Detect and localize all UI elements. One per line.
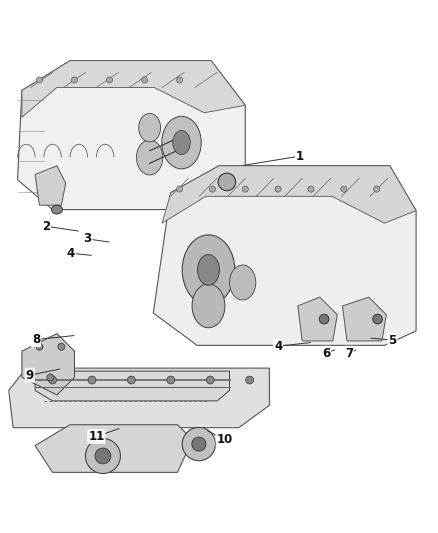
Text: 10: 10 bbox=[216, 433, 233, 446]
Text: 4: 4 bbox=[67, 247, 75, 260]
Circle shape bbox=[95, 448, 111, 464]
Circle shape bbox=[36, 77, 42, 83]
Ellipse shape bbox=[137, 140, 163, 175]
Circle shape bbox=[341, 186, 347, 192]
Ellipse shape bbox=[182, 235, 235, 305]
Ellipse shape bbox=[319, 314, 329, 324]
Ellipse shape bbox=[198, 255, 219, 285]
Circle shape bbox=[141, 77, 148, 83]
Ellipse shape bbox=[173, 131, 190, 155]
Circle shape bbox=[209, 186, 215, 192]
Circle shape bbox=[182, 427, 215, 461]
Circle shape bbox=[177, 77, 183, 83]
Ellipse shape bbox=[192, 284, 225, 328]
Circle shape bbox=[167, 376, 175, 384]
Polygon shape bbox=[153, 166, 416, 345]
Text: 4: 4 bbox=[274, 340, 282, 353]
Text: 5: 5 bbox=[389, 334, 396, 346]
Polygon shape bbox=[343, 297, 386, 341]
Circle shape bbox=[246, 376, 254, 384]
Ellipse shape bbox=[162, 116, 201, 169]
Text: 11: 11 bbox=[88, 430, 105, 443]
Circle shape bbox=[88, 376, 96, 384]
Ellipse shape bbox=[52, 205, 63, 214]
Circle shape bbox=[49, 376, 57, 384]
Polygon shape bbox=[162, 166, 416, 223]
Text: 1: 1 bbox=[296, 150, 304, 163]
Polygon shape bbox=[35, 166, 66, 205]
Circle shape bbox=[206, 376, 214, 384]
Text: 7: 7 bbox=[345, 347, 353, 360]
Polygon shape bbox=[22, 334, 74, 395]
Circle shape bbox=[36, 343, 43, 350]
Text: 8: 8 bbox=[32, 333, 40, 346]
Ellipse shape bbox=[230, 265, 256, 300]
Polygon shape bbox=[18, 61, 245, 209]
Ellipse shape bbox=[218, 173, 236, 191]
Circle shape bbox=[47, 374, 54, 381]
Polygon shape bbox=[9, 368, 269, 427]
Polygon shape bbox=[35, 425, 193, 472]
Circle shape bbox=[71, 77, 78, 83]
Circle shape bbox=[275, 186, 281, 192]
Ellipse shape bbox=[373, 314, 382, 324]
Polygon shape bbox=[35, 371, 230, 401]
Polygon shape bbox=[22, 61, 245, 117]
Polygon shape bbox=[298, 297, 337, 341]
Circle shape bbox=[192, 437, 206, 451]
Text: 9: 9 bbox=[26, 369, 34, 382]
Circle shape bbox=[374, 186, 380, 192]
Circle shape bbox=[177, 186, 183, 192]
Circle shape bbox=[308, 186, 314, 192]
Circle shape bbox=[58, 343, 65, 350]
Circle shape bbox=[106, 77, 113, 83]
Text: 3: 3 bbox=[84, 232, 92, 245]
Text: 6: 6 bbox=[322, 347, 330, 360]
Text: 2: 2 bbox=[42, 220, 50, 233]
Circle shape bbox=[127, 376, 135, 384]
Ellipse shape bbox=[139, 114, 161, 142]
Circle shape bbox=[242, 186, 248, 192]
Circle shape bbox=[85, 439, 120, 473]
